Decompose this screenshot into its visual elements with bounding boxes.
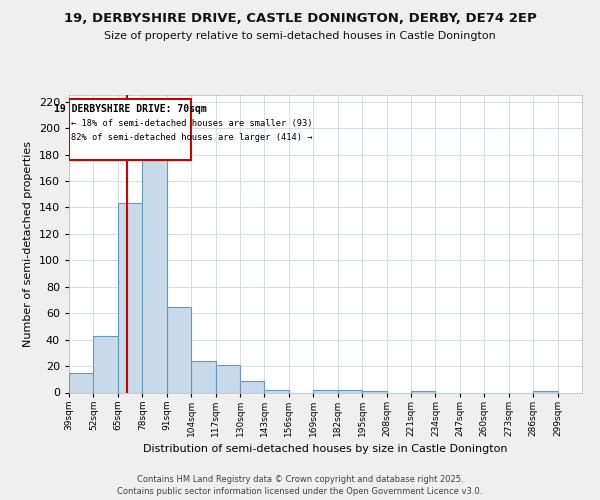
Text: 19, DERBYSHIRE DRIVE, CASTLE DONINGTON, DERBY, DE74 2EP: 19, DERBYSHIRE DRIVE, CASTLE DONINGTON, … [64, 12, 536, 26]
Text: Contains HM Land Registry data © Crown copyright and database right 2025.
Contai: Contains HM Land Registry data © Crown c… [118, 475, 482, 496]
Bar [142, 157, 167, 392]
Bar [69, 372, 94, 392]
Y-axis label: Number of semi-detached properties: Number of semi-detached properties [23, 141, 33, 347]
Bar [191, 361, 215, 392]
Bar [240, 380, 265, 392]
Bar [265, 390, 289, 392]
Text: 82% of semi-detached houses are larger (414) →: 82% of semi-detached houses are larger (… [71, 134, 313, 142]
X-axis label: Distribution of semi-detached houses by size in Castle Donington: Distribution of semi-detached houses by … [143, 444, 508, 454]
Text: ← 18% of semi-detached houses are smaller (93): ← 18% of semi-detached houses are smalle… [71, 119, 313, 128]
Bar [167, 306, 191, 392]
Bar [69, 99, 191, 160]
Text: Size of property relative to semi-detached houses in Castle Donington: Size of property relative to semi-detach… [104, 31, 496, 41]
Bar [94, 336, 118, 392]
Bar [362, 391, 386, 392]
Bar [118, 204, 142, 392]
Bar [411, 391, 436, 392]
Bar [338, 390, 362, 392]
Bar [533, 391, 557, 392]
Bar [313, 390, 338, 392]
Bar [215, 364, 240, 392]
Text: 19 DERBYSHIRE DRIVE: 70sqm: 19 DERBYSHIRE DRIVE: 70sqm [53, 104, 206, 115]
